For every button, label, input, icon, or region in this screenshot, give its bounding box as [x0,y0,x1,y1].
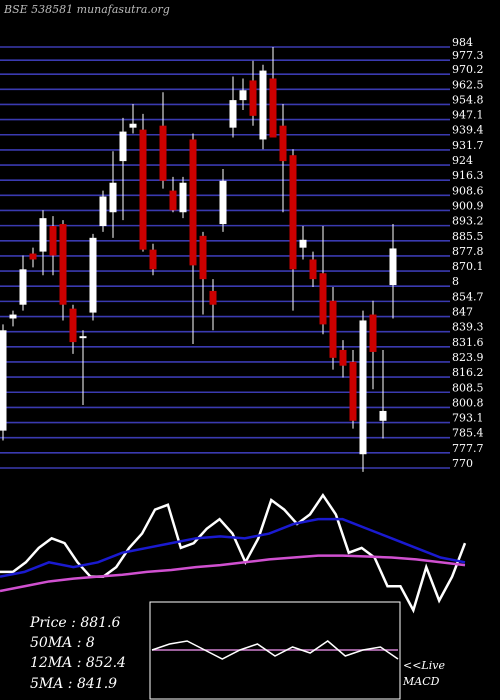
macd-panel [149,601,401,700]
y-tick-label: 870.1 [452,260,484,273]
candle-body [189,139,197,266]
candle-body [249,80,257,116]
y-tick-label: 924 [452,154,473,167]
candle-body [229,100,237,128]
y-tick-label: 785.4 [452,427,484,440]
chart-title: BSE 538581 munafasutra.org [3,3,170,16]
candle-body [169,190,177,211]
indicator-line [0,554,466,593]
macd-line [151,640,399,660]
y-tick-label: 900.9 [452,199,484,212]
candle-body [99,196,107,227]
candle-body [109,182,117,213]
stat-label: 12MA : 852.4 [30,655,126,671]
indicator-line [0,492,467,614]
candle-body [79,336,87,339]
candle-body [259,70,267,140]
candle-body [29,253,37,260]
stat-label: Price : 881.6 [29,615,121,631]
y-tick-label: 847 [452,306,473,319]
y-tick-label: 984 [452,36,473,49]
y-tick-label: 770 [452,457,473,470]
y-tick-label: 793.1 [452,412,484,425]
candle-body [329,300,337,358]
y-tick-label: 885.5 [452,230,484,243]
candle-body [19,269,27,305]
candle-body [369,314,377,352]
stat-label: 5MA : 841.9 [30,676,117,692]
candle-body [199,235,207,280]
y-tick-label: 877.8 [452,245,484,258]
candle-body [139,129,147,250]
indicator-line [0,517,466,578]
live-label: <<Live [403,659,445,672]
y-tick-label: 931.7 [452,139,484,152]
candle-body [39,218,47,252]
candle-body [289,155,297,270]
candle-body [309,259,317,280]
y-tick-label: 8 [452,275,459,288]
y-tick-label: 831.6 [452,336,484,349]
y-tick-label: 800.8 [452,396,484,409]
candle-body [129,123,137,128]
candle-body [379,410,387,421]
y-tick-label: 854.7 [452,290,484,303]
y-tick-label: 893.2 [452,215,484,228]
macd-label: MACD [402,675,440,688]
candle-body [209,290,217,305]
candle-body [49,226,57,256]
stat-label: 50MA : 8 [30,635,95,651]
candle-body [69,308,77,343]
y-tick-label: 954.8 [452,93,484,106]
candle-body [9,314,17,319]
candle-body [349,361,357,421]
candle-body [119,131,127,162]
y-tick-label: 777.7 [452,442,484,455]
candle-body [269,78,277,138]
candle-body [279,125,287,162]
candle-body [149,249,157,270]
y-tick-label: 808.5 [452,381,484,394]
candle-body [0,330,7,431]
candle-body [219,180,227,225]
candle-body [299,239,307,248]
candle-body [319,273,327,325]
candle-body [339,349,347,366]
y-tick-label: 962.5 [452,78,484,91]
y-tick-label: 970.2 [452,63,484,76]
y-tick-label: 816.2 [452,366,484,379]
candle-body [359,320,367,455]
y-tick-label: 947.1 [452,109,484,122]
candle-body [389,248,397,286]
candle-body [159,125,167,181]
candle-body [89,237,97,313]
candle-body [239,90,247,101]
y-tick-label: 977.3 [452,49,484,62]
candle-body [179,182,187,213]
y-tick-label: 916.3 [452,169,484,182]
y-tick-label: 823.9 [452,351,484,364]
y-tick-label: 908.6 [452,184,484,197]
y-tick-label: 839.3 [452,321,484,334]
candle-body [59,224,67,305]
y-tick-label: 939.4 [452,124,484,137]
